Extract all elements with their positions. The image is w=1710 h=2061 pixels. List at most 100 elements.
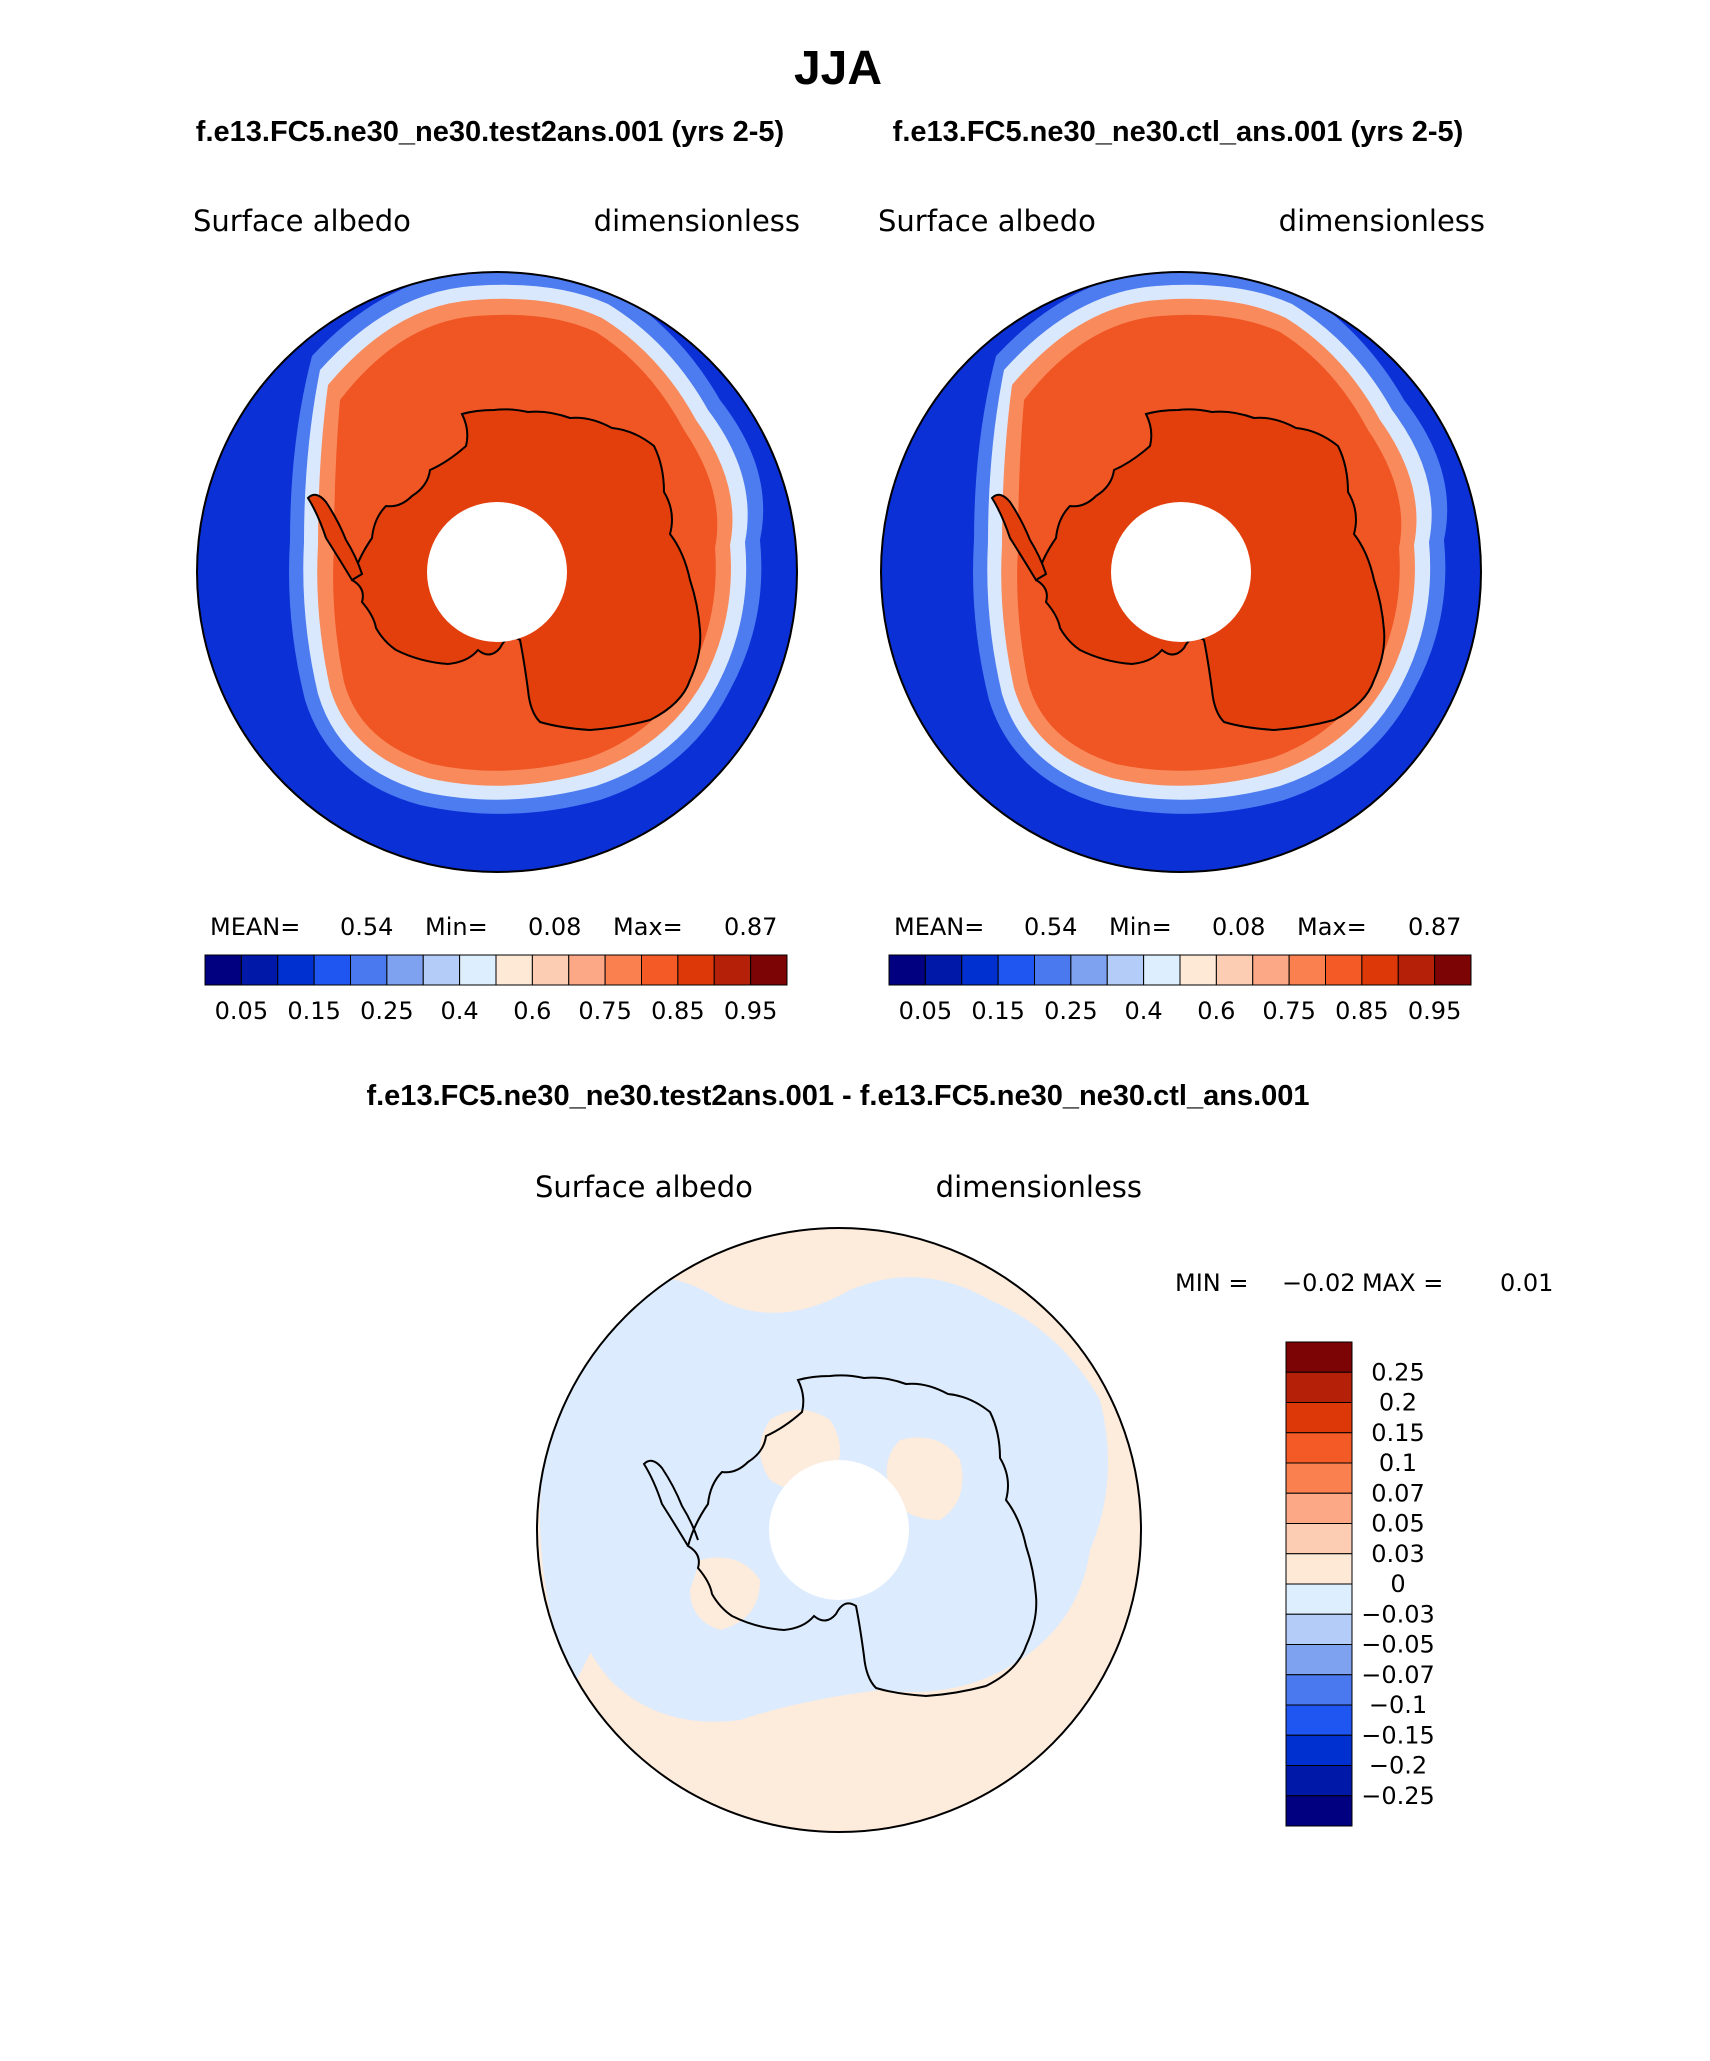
colorbar-diff-swatch (1285, 1432, 1353, 1464)
colorbar-left-tick-label: 0.85 (651, 997, 704, 1025)
colorbar-diff-label: −0.2 (1369, 1752, 1427, 1780)
colorbar-diff-swatch (1285, 1613, 1353, 1645)
colorbar-left-swatch (750, 954, 788, 986)
panel-left-mean-value: 0.54 (340, 913, 393, 941)
colorbar-right-tick-label: 0.15 (971, 997, 1024, 1025)
colorbar-left: 0.05 0.15 0.25 0.4 0.6 0.75 0.85 0.95 (204, 954, 788, 1025)
map-right (881, 272, 1481, 872)
colorbar-left-swatch (277, 954, 315, 986)
colorbar-left-swatch (204, 954, 242, 986)
colorbar-left-swatch (459, 954, 497, 986)
colorbar-diff-label: 0.2 (1379, 1389, 1417, 1417)
panel-left-min-value: 0.08 (528, 913, 581, 941)
colorbar-right-tick-label: 0.25 (1044, 997, 1097, 1025)
colorbar-right-swatch (1143, 954, 1181, 986)
panel-right-max-value: 0.87 (1408, 913, 1461, 941)
colorbar-left-swatch (350, 954, 388, 986)
colorbar-right-tick-label: 0.4 (1125, 997, 1163, 1025)
colorbar-left-tick-label: 0.75 (578, 997, 631, 1025)
colorbar-diff-swatch (1285, 1583, 1353, 1615)
panel-left-mean-label: MEAN= (210, 913, 300, 941)
map-diff-positive-patch-3 (690, 1557, 760, 1630)
colorbar-diff-label: 0.07 (1371, 1479, 1424, 1507)
diff-min-value: −0.02 (1282, 1269, 1356, 1297)
colorbar-right-tick-label: 0.85 (1335, 997, 1388, 1025)
diff-units: dimensionless (936, 1170, 1142, 1204)
colorbar-diff-label: 0.15 (1371, 1419, 1424, 1447)
diff-min-label: MIN = (1175, 1269, 1248, 1297)
panel-left-max-value: 0.87 (724, 913, 777, 941)
colorbar-diff-swatch (1285, 1734, 1353, 1766)
colorbar-diff-swatch (1285, 1462, 1353, 1494)
map-diff-pole-hole (769, 1460, 909, 1600)
map-right-border (880, 271, 1482, 873)
colorbar-right-swatch (1252, 954, 1290, 986)
colorbar-right: 0.05 0.15 0.25 0.4 0.6 0.75 0.85 0.95 (888, 954, 1472, 1025)
colorbar-right-swatch (1288, 954, 1326, 986)
map-left-pole-hole (427, 502, 567, 642)
map-left (197, 272, 797, 872)
colorbar-diff-label: −0.03 (1361, 1600, 1435, 1628)
colorbar-left-swatch (495, 954, 533, 986)
colorbar-right-swatch (1434, 954, 1472, 986)
colorbar-left-swatch (677, 954, 715, 986)
map-right-peninsula (990, 493, 1048, 582)
map-right-pole-hole (1111, 502, 1251, 642)
map-diff-antarctica-outline (686, 1374, 1038, 1698)
panel-right-units: dimensionless (1279, 204, 1485, 238)
diff-max-label: MAX = (1362, 1269, 1443, 1297)
colorbar-diff-label: −0.05 (1361, 1631, 1435, 1659)
colorbar-diff-label: −0.15 (1361, 1721, 1435, 1749)
colorbar-diff-swatch (1285, 1402, 1353, 1434)
colorbar-diff-swatch (1285, 1523, 1353, 1555)
diff-variable: Surface albedo (535, 1170, 753, 1204)
colorbar-diff-label: 0.03 (1371, 1540, 1424, 1568)
map-diff-border (536, 1227, 1142, 1833)
diff-title: f.e13.FC5.ne30_ne30.test2ans.001 - f.e13… (366, 1080, 1309, 1112)
colorbar-left-tick-label: 0.05 (215, 997, 268, 1025)
colorbar-right-swatch (997, 954, 1035, 986)
colorbar-diff-swatch (1285, 1371, 1353, 1403)
colorbar-right-swatch (1070, 954, 1108, 986)
panel-right-max-label: Max= (1297, 913, 1367, 941)
colorbar-right-tick-label: 0.05 (899, 997, 952, 1025)
colorbar-diff-label: 0.25 (1371, 1358, 1424, 1386)
diff-max-value: 0.01 (1500, 1269, 1553, 1297)
colorbar-left-swatch (713, 954, 752, 986)
colorbar-diff-label: 0.1 (1379, 1449, 1417, 1477)
colorbar-right-tick-label: 0.75 (1262, 997, 1315, 1025)
colorbar-diff-label: 0.05 (1371, 1510, 1424, 1538)
colorbar-diff-label: −0.1 (1369, 1691, 1427, 1719)
season-title: JJA (794, 42, 882, 95)
colorbar-right-swatch (888, 954, 926, 986)
colorbar-diff-swatch (1285, 1765, 1353, 1797)
colorbar-diff-label: −0.07 (1361, 1661, 1435, 1689)
colorbar-right-swatch (1397, 954, 1436, 986)
colorbar-right-swatch (1215, 954, 1254, 986)
colorbar-left-swatch (313, 954, 351, 986)
colorbar-left-swatch (422, 954, 461, 986)
colorbar-right-swatch (1361, 954, 1399, 986)
panel-right-variable: Surface albedo (878, 204, 1096, 238)
colorbar-diff-swatch (1285, 1341, 1353, 1373)
map-diff-positive-patch-2 (886, 1437, 963, 1520)
colorbar-diff-swatch (1285, 1674, 1353, 1706)
colorbar-right-swatch (1106, 954, 1145, 986)
panel-left-case-title: f.e13.FC5.ne30_ne30.test2ans.001 (yrs 2-… (196, 116, 784, 148)
colorbar-right-swatch (1179, 954, 1217, 986)
colorbar-left-swatch (531, 954, 570, 986)
colorbar-left-swatch (604, 954, 642, 986)
panel-right-min-value: 0.08 (1212, 913, 1265, 941)
colorbar-diff-label: −0.25 (1361, 1782, 1435, 1810)
panel-right-mean-value: 0.54 (1024, 913, 1077, 941)
colorbar-left-swatch (568, 954, 606, 986)
colorbar-right-swatch (1325, 954, 1363, 986)
colorbar-right-swatch (924, 954, 963, 986)
colorbar-diff-swatch (1285, 1492, 1353, 1524)
colorbar-diff-swatch (1285, 1553, 1353, 1585)
colorbar-right-tick-label: 0.95 (1408, 997, 1461, 1025)
colorbar-left-tick-label: 0.25 (360, 997, 413, 1025)
colorbar-left-tick-label: 0.15 (287, 997, 340, 1025)
panel-left-units: dimensionless (594, 204, 800, 238)
